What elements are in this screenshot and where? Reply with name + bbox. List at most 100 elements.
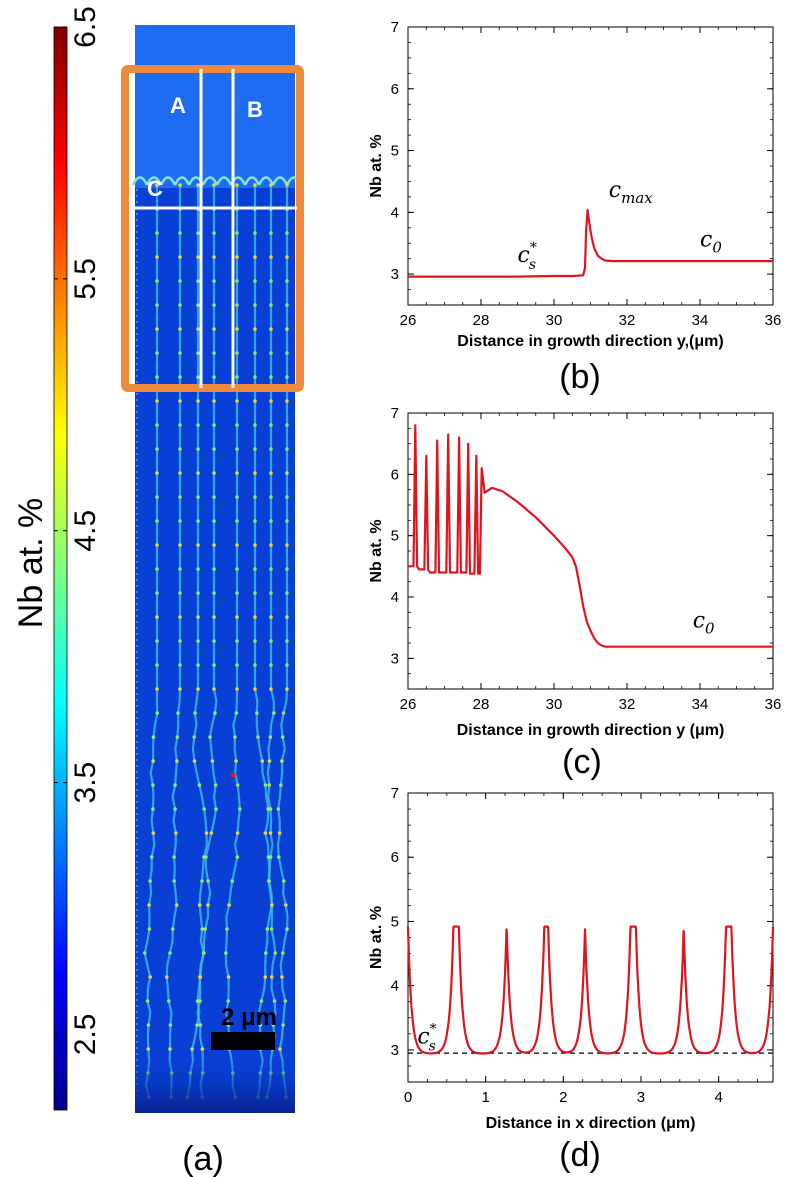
segregation-spot bbox=[203, 927, 208, 931]
segregation-spot bbox=[212, 303, 216, 307]
segregation-spot bbox=[253, 495, 257, 499]
segregation-spot bbox=[253, 447, 257, 451]
edge-spot bbox=[136, 693, 138, 695]
segregation-spot bbox=[147, 903, 151, 907]
segregation-spot bbox=[155, 471, 159, 475]
segregation-spot bbox=[206, 879, 210, 883]
segregation-spot bbox=[285, 927, 289, 931]
colorbar-tick-label: 2.5 bbox=[69, 1014, 102, 1056]
edge-spot bbox=[136, 285, 138, 287]
edge-spot bbox=[136, 921, 138, 923]
segregation-spot bbox=[285, 351, 289, 355]
segregation-spot bbox=[235, 471, 239, 475]
segregation-spot bbox=[269, 351, 273, 355]
segregation-spot bbox=[146, 1023, 151, 1027]
segregation-spot bbox=[238, 807, 242, 811]
x-tick-label: 32 bbox=[619, 312, 636, 329]
edge-spot bbox=[136, 1047, 138, 1049]
edge-spot bbox=[136, 621, 138, 623]
edge-spot bbox=[136, 201, 138, 203]
segregation-spot bbox=[235, 423, 239, 427]
series-line bbox=[408, 208, 773, 278]
segregation-spot bbox=[212, 447, 216, 451]
edge-spot bbox=[136, 855, 138, 857]
y-tick-label: 4 bbox=[391, 978, 399, 995]
colorbar-tick-label: 3.5 bbox=[69, 762, 102, 804]
chart-caption: (b) bbox=[559, 358, 601, 396]
segregation-spot bbox=[178, 447, 182, 451]
segregation-spot bbox=[195, 999, 200, 1003]
edge-spot bbox=[136, 657, 138, 659]
segregation-spot bbox=[212, 519, 216, 523]
segregation-spot bbox=[196, 399, 200, 403]
y-tick-label: 4 bbox=[391, 204, 399, 221]
segregation-spot bbox=[178, 303, 182, 307]
segregation-spot bbox=[196, 495, 200, 499]
segregation-spot bbox=[151, 807, 155, 811]
edge-spot bbox=[136, 777, 138, 779]
segregation-spot bbox=[253, 543, 257, 547]
segregation-spot bbox=[253, 351, 257, 355]
edge-spot bbox=[136, 831, 138, 833]
segregation-spot bbox=[285, 495, 289, 499]
edge-spot bbox=[136, 573, 138, 575]
edge-spot bbox=[136, 465, 138, 467]
segregation-spot bbox=[263, 783, 268, 787]
annotation: cmax bbox=[609, 178, 653, 207]
edge-spot bbox=[136, 705, 138, 707]
hot-spot bbox=[230, 772, 236, 778]
cell-tip bbox=[243, 176, 261, 186]
edge-spot bbox=[136, 267, 138, 269]
segregation-spot bbox=[155, 423, 159, 427]
segregation-spot bbox=[267, 759, 272, 763]
y-axis-label: Nb at. % bbox=[368, 906, 385, 969]
edge-spot bbox=[136, 513, 138, 515]
segregation-spot bbox=[196, 591, 200, 595]
edge-spot bbox=[136, 363, 138, 365]
segregation-spot bbox=[178, 327, 182, 331]
edge-spot bbox=[136, 375, 138, 377]
segregation-spot bbox=[269, 279, 273, 283]
chart-caption: (d) bbox=[559, 1136, 601, 1174]
segregation-spot bbox=[253, 399, 257, 403]
segregation-spot bbox=[282, 879, 286, 883]
edge-spot bbox=[136, 603, 138, 605]
annotation: c0 bbox=[700, 227, 722, 256]
segregation-spot bbox=[173, 807, 177, 811]
segregation-spot bbox=[253, 279, 257, 283]
segregation-spot bbox=[146, 1047, 151, 1051]
x-tick-label: 34 bbox=[692, 312, 709, 329]
segregation-spot bbox=[212, 543, 216, 547]
segregation-spot bbox=[269, 639, 273, 643]
segregation-spot bbox=[155, 543, 159, 547]
edge-spot bbox=[136, 597, 138, 599]
segregation-spot bbox=[285, 687, 289, 691]
edge-spot bbox=[136, 435, 138, 437]
edge-spot bbox=[136, 591, 138, 593]
y-tick-label: 3 bbox=[391, 266, 399, 283]
segregation-spot bbox=[280, 975, 284, 979]
edge-spot bbox=[136, 459, 138, 461]
edge-spot bbox=[136, 711, 138, 713]
segregation-spot bbox=[155, 615, 159, 619]
segregation-spot bbox=[175, 759, 179, 763]
edge-spot bbox=[136, 897, 138, 899]
y-tick-label: 5 bbox=[391, 913, 399, 930]
segregation-spot bbox=[253, 471, 257, 475]
segregation-spot bbox=[212, 471, 216, 475]
segregation-spot bbox=[155, 519, 159, 523]
axes-frame bbox=[407, 26, 774, 306]
edge-spot bbox=[136, 357, 138, 359]
edge-spot bbox=[136, 741, 138, 743]
segregation-spot bbox=[271, 1023, 276, 1027]
x-tick-label: 28 bbox=[473, 696, 490, 713]
series-line bbox=[406, 925, 775, 1055]
segregation-spot bbox=[178, 423, 182, 427]
y-tick-label: 3 bbox=[391, 1042, 399, 1059]
segregation-spot bbox=[277, 831, 282, 835]
segregation-spot bbox=[268, 735, 273, 739]
segregation-spot bbox=[196, 327, 200, 331]
segregation-spot bbox=[285, 519, 289, 523]
segregation-spot bbox=[273, 951, 278, 955]
segregation-spot bbox=[269, 615, 273, 619]
